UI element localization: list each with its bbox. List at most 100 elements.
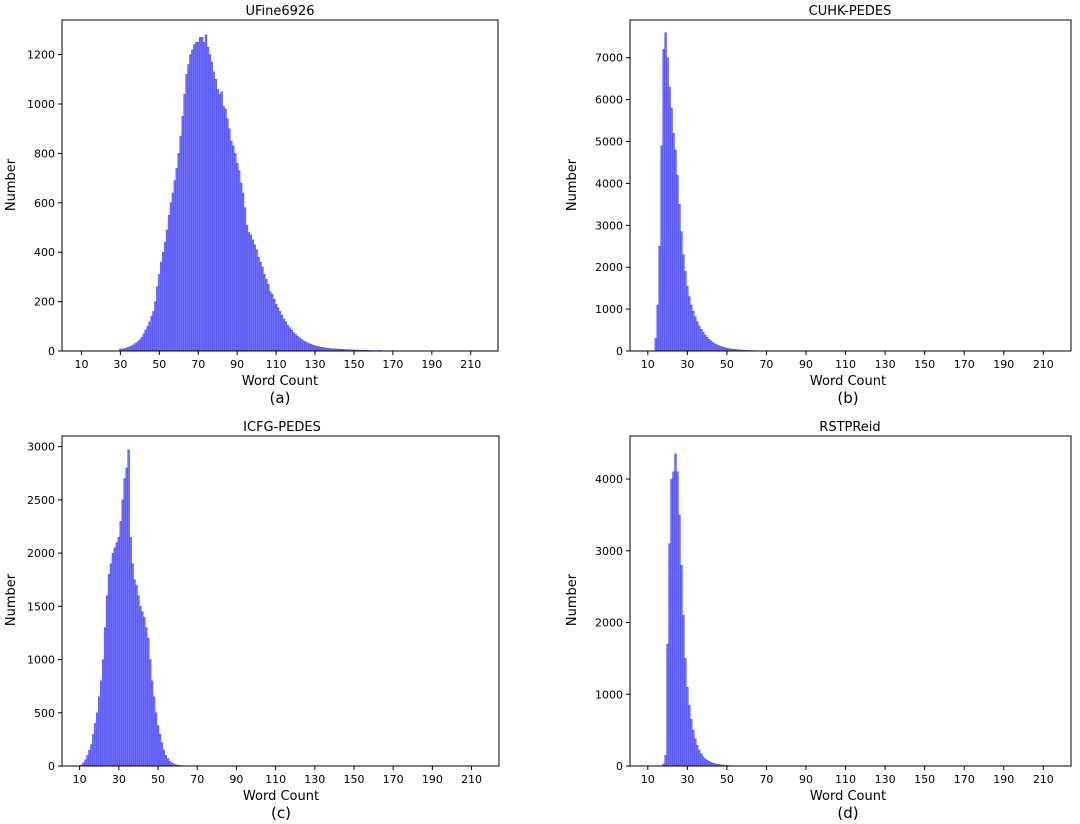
x-tick-label: 210 <box>1033 358 1054 371</box>
x-tick-label: 90 <box>230 358 244 371</box>
y-tick-label: 2000 <box>27 547 55 560</box>
histogram-bar <box>688 296 691 352</box>
histogram-bar <box>220 91 223 352</box>
histogram-bar <box>100 680 103 767</box>
y-tick-label: 1200 <box>27 49 55 62</box>
histogram-bar <box>150 316 153 352</box>
histogram-bar <box>707 761 711 767</box>
histogram-bar <box>154 301 157 352</box>
y-tick-label: 1500 <box>27 600 55 613</box>
y-ticks-icfg-pedes: 0 500 1000 1500 2000 2500 3000 <box>27 441 62 773</box>
histogram-bar <box>181 116 184 352</box>
histogram-bar <box>713 343 717 352</box>
histogram-bar <box>134 342 138 352</box>
histogram-bar <box>210 61 214 352</box>
histogram-bar <box>129 536 132 767</box>
histogram-bar <box>206 46 210 352</box>
y-axis-label: Number <box>565 573 580 626</box>
histogram-bar <box>115 542 119 767</box>
histogram-bar <box>150 680 154 767</box>
histogram-bar <box>111 552 115 767</box>
histogram-bar <box>670 107 673 352</box>
histogram-bar <box>684 271 687 352</box>
histogram-bar <box>96 712 99 767</box>
x-axis-label: Word Count <box>810 789 886 804</box>
histogram-bar <box>694 316 697 352</box>
x-tick-label: 10 <box>641 773 655 786</box>
histogram-bar <box>133 579 136 767</box>
histogram-bar <box>128 346 132 352</box>
histogram-bar <box>255 249 258 352</box>
histogram-bar <box>185 74 188 352</box>
histogram-bar <box>701 331 705 352</box>
y-axis-label: Number <box>4 158 19 211</box>
histogram-bar <box>313 345 317 352</box>
x-tick-label: 70 <box>759 773 773 786</box>
histogram-bar <box>709 762 713 767</box>
histogram-bar <box>144 329 147 352</box>
histogram-bar <box>672 132 675 352</box>
x-tick-label: 190 <box>422 773 443 786</box>
histogram-bar <box>92 733 95 767</box>
x-tick-label: 190 <box>993 358 1014 371</box>
histogram-bar <box>690 719 693 767</box>
histogram-bar <box>302 340 305 352</box>
histogram-bar <box>142 333 145 352</box>
histogram-bar <box>138 339 142 352</box>
histogram-bar <box>700 329 703 352</box>
histogram-bar <box>147 638 150 767</box>
histogram-bar <box>280 314 284 352</box>
y-tick-label: 6000 <box>595 94 623 107</box>
histogram-bar <box>232 145 235 352</box>
y-tick-label: 1000 <box>595 303 623 316</box>
histogram-bar <box>113 547 117 767</box>
plot-frame <box>61 435 500 767</box>
x-tick-label: 150 <box>914 358 935 371</box>
x-tick-label: 110 <box>835 358 856 371</box>
histogram-bar <box>670 478 673 767</box>
histogram-bar <box>137 595 140 767</box>
histogram-bar <box>705 336 709 352</box>
histogram-bar <box>664 755 667 767</box>
histogram-bar <box>311 344 315 352</box>
histogram-bar <box>284 321 288 352</box>
histogram-bar <box>162 251 165 352</box>
y-tick-label: 7000 <box>595 52 623 65</box>
y-tick-label: 800 <box>34 147 55 160</box>
histogram-bar <box>261 266 264 352</box>
histogram-bar <box>101 659 105 767</box>
histogram-bar <box>306 342 309 352</box>
y-tick-label: 0 <box>48 760 55 773</box>
panel-rstpreid: 0 1000 2000 3000 4000 10 30 50 70 90 110 130 150 170… <box>565 420 1072 822</box>
histogram-bar <box>660 145 663 352</box>
histogram-bar <box>228 128 231 352</box>
x-tick-label: 10 <box>73 773 87 786</box>
histogram-bar <box>145 627 148 767</box>
histogram-bar <box>162 749 166 767</box>
y-ticks-ufine6926: 0 200 400 600 800 1000 1200 <box>27 49 62 358</box>
histogram-bar <box>703 334 707 352</box>
histogram-bar <box>105 595 109 767</box>
y-tick-label: 2500 <box>27 494 55 507</box>
histogram-bar <box>701 756 705 767</box>
x-tick-label: 170 <box>382 358 403 371</box>
x-tick-label: 70 <box>759 358 773 371</box>
x-tick-label: 50 <box>151 773 165 786</box>
histogram-bar <box>249 234 252 352</box>
x-tick-label: 90 <box>229 773 243 786</box>
histogram-bar <box>208 54 212 352</box>
histogram-bar <box>204 34 208 352</box>
histogram-bar <box>189 54 192 352</box>
x-ticks-ufine6926: 10 30 50 70 90 110 130 150 170 190 210 <box>74 351 481 371</box>
panel-caption: (a) <box>270 389 291 407</box>
histogram-bar <box>160 742 164 767</box>
x-tick-label: 150 <box>343 773 364 786</box>
histogram-bar <box>265 279 268 352</box>
x-tick-label: 130 <box>304 773 325 786</box>
panel-caption: (b) <box>837 389 858 407</box>
histogram-bar <box>656 304 659 352</box>
plot-frame <box>629 19 1072 352</box>
x-ticks-rstpreid: 10 30 50 70 90 110 130 150 170 190 210 <box>641 766 1054 786</box>
histogram-bar <box>680 564 683 767</box>
